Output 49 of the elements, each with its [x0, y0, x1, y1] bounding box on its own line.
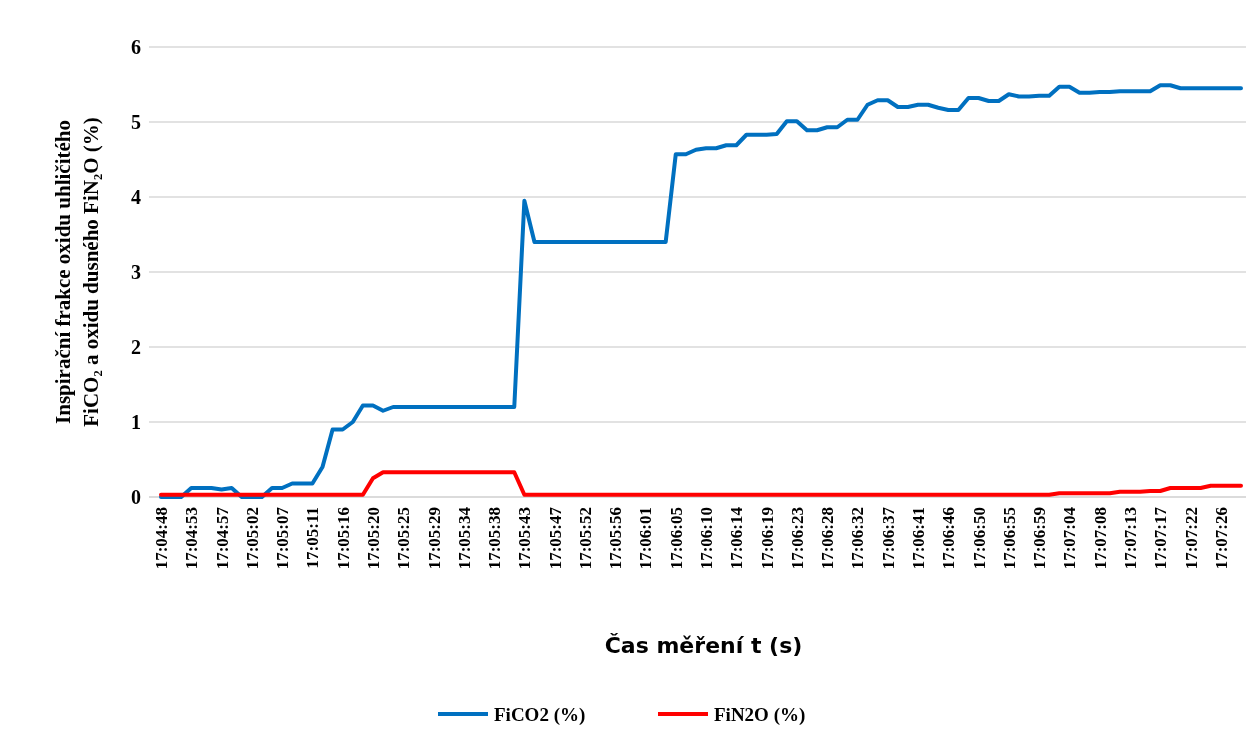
x-tick-label: 17:05:02	[242, 507, 262, 570]
y-tick-label: 2	[131, 336, 141, 358]
x-tick-label: 17:07:26	[1211, 507, 1231, 570]
x-tick-label: 17:05:25	[394, 507, 414, 570]
x-tick-label: 17:05:52	[575, 507, 595, 570]
legend-label: FiN2O (%)	[714, 703, 806, 726]
x-tick-label: 17:07:17	[1151, 506, 1171, 570]
x-tick-label: 17:06:37	[878, 506, 898, 570]
x-tick-label: 17:06:23	[787, 507, 807, 570]
y-tick-label: 4	[131, 186, 141, 208]
x-tick-label: 17:05:16	[333, 507, 353, 570]
x-axis-title: Čas měření t (s)	[604, 633, 803, 658]
y-axis-title: Inspirační frakce oxidu uhličitého FiCO₂ a oxidu dusného FiN₂O (%)	[51, 117, 103, 427]
x-tick-label: 17:05:07	[273, 506, 293, 570]
x-tick-label: 17:05:34	[454, 506, 474, 570]
x-tick-label: 17:05:20	[363, 507, 383, 570]
x-tick-label: 17:06:28	[818, 507, 838, 570]
x-tick-label: 17:06:59	[1030, 507, 1050, 570]
y-tick-label: 6	[131, 36, 141, 58]
x-tick-label: 17:07:04	[1060, 506, 1080, 570]
y-tick-label: 5	[131, 111, 141, 133]
x-tick-label: 17:06:01	[636, 507, 656, 570]
x-tick-label: 17:06:14	[727, 506, 747, 570]
y-tick-label: 3	[131, 261, 141, 283]
x-tick-label: 17:07:22	[1181, 507, 1201, 570]
x-tick-label: 17:07:13	[1120, 507, 1140, 570]
x-tick-label: 17:06:41	[909, 507, 929, 570]
y-tick-label: 1	[131, 411, 141, 433]
x-tick-label: 17:06:10	[697, 507, 717, 570]
x-tick-label: 17:04:53	[182, 507, 202, 570]
x-tick-label: 17:06:46	[939, 507, 959, 570]
x-tick-label: 17:05:43	[515, 507, 535, 570]
line-series	[159, 470, 1243, 497]
x-tick-label: 17:06:05	[666, 507, 686, 570]
x-tick-label: 17:05:56	[606, 507, 626, 570]
x-tick-label: 17:06:19	[757, 507, 777, 570]
y-tick-label: 0	[131, 486, 141, 508]
x-tick-label: 17:06:50	[969, 507, 989, 570]
legend-label: FiCO2 (%)	[494, 703, 586, 726]
x-tick-label: 17:05:29	[424, 507, 444, 570]
line-series	[159, 83, 1243, 499]
x-tick-label: 17:06:32	[848, 507, 868, 570]
x-tick-label: 17:05:11	[303, 507, 323, 569]
x-tick-label: 17:04:57	[212, 506, 232, 570]
x-tick-label: 17:07:08	[1090, 507, 1110, 570]
x-tick-label: 17:05:47	[545, 506, 565, 570]
x-tick-label: 17:05:38	[485, 507, 505, 570]
x-tick-label: 17:06:55	[999, 507, 1019, 570]
x-tick-label: 17:04:48	[152, 507, 171, 570]
